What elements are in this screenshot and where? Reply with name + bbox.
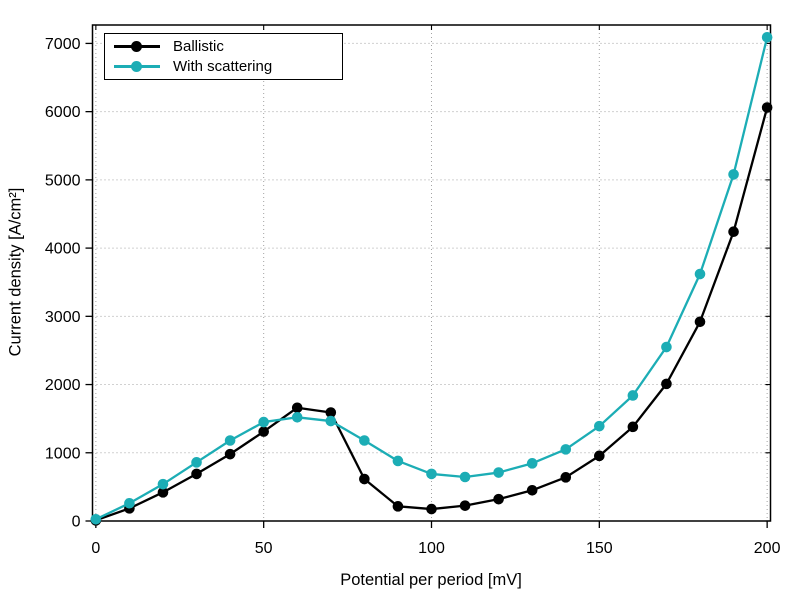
y-tick-label: 2000 — [45, 377, 81, 394]
y-tick-label: 5000 — [45, 172, 81, 189]
y-tick-label: 1000 — [45, 445, 81, 462]
data-point-marker — [191, 468, 202, 480]
data-point-marker — [426, 503, 437, 515]
data-point-marker — [728, 169, 739, 180]
data-point-marker — [560, 472, 572, 483]
data-point-marker — [459, 500, 471, 511]
data-point-marker — [392, 501, 404, 512]
data-point-marker — [426, 468, 437, 480]
x-tick-label: 150 — [586, 540, 613, 557]
data-point-marker — [694, 268, 706, 280]
data-point-marker — [157, 487, 169, 498]
y-tick-label: 4000 — [45, 241, 81, 258]
data-point-marker — [224, 448, 236, 460]
data-point-marker — [627, 390, 639, 401]
legend-marker-ballistic-icon — [114, 40, 160, 53]
x-tick-label: 50 — [255, 540, 273, 557]
data-point-marker — [392, 455, 404, 467]
data-point-marker — [359, 435, 370, 446]
data-point-marker — [359, 473, 370, 485]
legend-item-with-scattering: With scattering — [114, 57, 342, 77]
x-tick-label: 0 — [91, 540, 100, 557]
data-point-marker — [90, 513, 102, 525]
x-axis-title: Potential per period [mV] — [340, 571, 522, 589]
data-point-marker — [291, 402, 303, 414]
y-tick-label: 0 — [72, 514, 81, 531]
data-point-marker — [325, 415, 337, 427]
y-tick-label: 6000 — [45, 104, 81, 121]
data-point-marker — [258, 426, 269, 437]
data-point-marker — [761, 102, 773, 113]
data-point-marker — [594, 450, 605, 462]
data-point-marker — [493, 467, 504, 478]
data-point-marker — [694, 316, 706, 328]
data-point-marker — [661, 341, 672, 353]
y-tick-label: 7000 — [45, 36, 81, 53]
data-point-marker — [761, 31, 773, 43]
legend-item-ballistic: Ballistic — [114, 36, 342, 56]
data-point-marker — [728, 226, 739, 238]
data-point-marker — [493, 493, 504, 505]
data-point-marker — [459, 471, 471, 483]
legend-label: Ballistic — [173, 37, 224, 55]
legend-marker-scattering-icon — [114, 60, 160, 73]
data-point-marker — [258, 416, 269, 428]
data-point-marker — [124, 497, 135, 509]
legend-label: With scattering — [173, 58, 273, 76]
data-point-marker — [526, 458, 538, 469]
data-point-marker — [594, 420, 605, 432]
data-point-marker — [526, 484, 538, 496]
x-tick-label: 100 — [418, 540, 445, 557]
data-point-marker — [224, 435, 236, 446]
data-point-marker — [560, 444, 572, 455]
x-tick-label: 200 — [754, 540, 781, 557]
data-point-marker — [157, 478, 169, 490]
y-tick-label: 3000 — [45, 309, 81, 326]
data-point-marker — [191, 457, 202, 468]
data-point-marker — [627, 421, 639, 433]
data-point-marker — [325, 407, 337, 418]
y-axis-title: Current density [A/cm²] — [6, 187, 25, 357]
legend: Ballistic With scattering — [104, 33, 343, 80]
data-point-marker — [291, 411, 303, 423]
data-point-marker — [661, 378, 672, 390]
